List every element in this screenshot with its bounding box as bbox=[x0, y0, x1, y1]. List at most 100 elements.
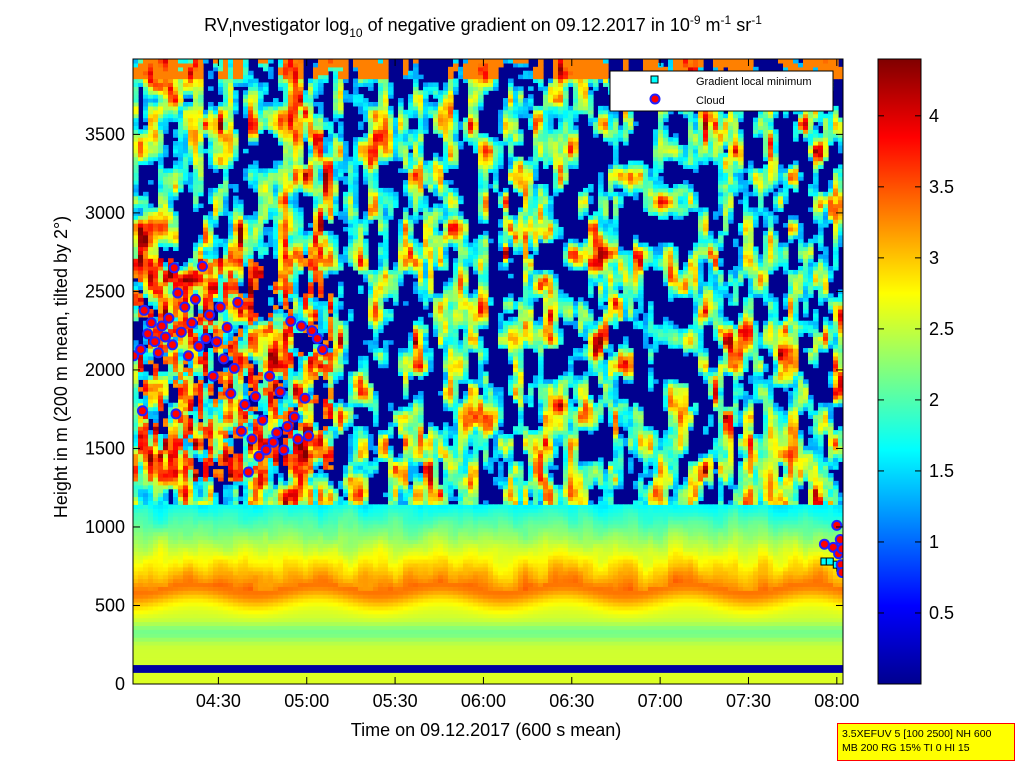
heatmap-cell bbox=[228, 617, 234, 623]
heatmap-cell bbox=[258, 625, 264, 630]
heatmap-cell bbox=[298, 363, 304, 369]
heatmap-cell bbox=[288, 449, 294, 455]
heatmap-cell bbox=[263, 613, 269, 619]
heatmap-cell bbox=[258, 359, 264, 365]
heatmap-cell bbox=[198, 648, 204, 654]
heatmap-cell bbox=[258, 668, 264, 673]
heatmap-cell bbox=[133, 680, 139, 684]
heatmap-cell bbox=[258, 375, 264, 380]
heatmap-cell bbox=[168, 78, 174, 84]
heatmap-cell bbox=[133, 66, 139, 72]
heatmap-cell bbox=[193, 285, 199, 291]
heatmap-cell bbox=[223, 258, 229, 263]
heatmap-cell bbox=[253, 273, 259, 279]
heatmap-cell bbox=[198, 125, 204, 130]
heatmap-cell bbox=[253, 598, 259, 603]
heatmap-cell bbox=[183, 621, 189, 627]
heatmap-cell bbox=[243, 508, 249, 513]
heatmap-cell bbox=[198, 332, 204, 337]
heatmap-cell bbox=[258, 644, 264, 650]
heatmap-cell bbox=[268, 328, 274, 334]
heatmap-cell bbox=[198, 578, 204, 584]
heatmap-cell bbox=[223, 172, 229, 177]
heatmap-cell bbox=[233, 250, 239, 255]
heatmap-cell bbox=[288, 430, 294, 435]
heatmap-cell bbox=[208, 445, 214, 451]
heatmap-cell bbox=[193, 418, 199, 423]
heatmap-cell bbox=[258, 336, 264, 341]
heatmap-cell bbox=[248, 504, 254, 509]
heatmap-cell bbox=[183, 180, 189, 185]
heatmap-cell bbox=[193, 547, 199, 552]
heatmap-cell bbox=[248, 230, 254, 236]
heatmap-cell bbox=[228, 254, 234, 259]
heatmap-cell bbox=[133, 238, 139, 244]
heatmap-cell bbox=[158, 238, 164, 244]
heatmap-cell bbox=[248, 457, 254, 462]
heatmap-cell bbox=[298, 664, 304, 669]
heatmap-cell bbox=[308, 402, 314, 408]
heatmap-cell bbox=[168, 633, 174, 638]
heatmap-cell bbox=[138, 461, 144, 466]
heatmap-cell bbox=[143, 648, 149, 654]
heatmap-cell bbox=[218, 398, 224, 404]
heatmap-cell bbox=[248, 180, 254, 185]
heatmap-cell bbox=[308, 133, 314, 138]
heatmap-cell bbox=[258, 406, 264, 412]
heatmap-cell bbox=[213, 543, 219, 548]
heatmap-cell bbox=[133, 668, 139, 673]
heatmap-cell bbox=[163, 461, 169, 466]
heatmap-cell bbox=[153, 258, 159, 263]
heatmap-cell bbox=[138, 199, 144, 205]
heatmap-cell bbox=[188, 328, 194, 334]
heatmap-cell bbox=[258, 348, 264, 353]
heatmap-cell bbox=[298, 648, 304, 654]
heatmap-cell bbox=[193, 207, 199, 212]
heatmap-cell bbox=[233, 637, 239, 642]
heatmap-cell bbox=[243, 355, 249, 361]
heatmap-cell bbox=[258, 508, 264, 513]
heatmap-cell bbox=[138, 144, 144, 150]
heatmap-cell bbox=[143, 207, 149, 212]
heatmap-cell bbox=[163, 191, 169, 197]
heatmap-cell bbox=[258, 476, 264, 482]
heatmap-cell bbox=[293, 676, 299, 681]
heatmap-cell bbox=[163, 281, 169, 287]
heatmap-cell bbox=[238, 555, 244, 560]
heatmap-cell bbox=[253, 582, 259, 587]
heatmap-cell bbox=[168, 437, 174, 443]
heatmap-cell bbox=[138, 312, 144, 318]
heatmap-cell bbox=[298, 551, 304, 556]
heatmap-cell bbox=[138, 652, 144, 658]
heatmap-cell bbox=[278, 601, 284, 607]
heatmap-cell bbox=[283, 680, 289, 684]
heatmap-cell bbox=[288, 402, 294, 408]
heatmap-cell bbox=[243, 101, 249, 107]
heatmap-cell bbox=[248, 289, 254, 294]
heatmap-cell bbox=[178, 664, 184, 669]
heatmap-cell bbox=[183, 371, 189, 377]
heatmap-cell bbox=[278, 332, 284, 337]
heatmap-cell bbox=[283, 70, 289, 76]
heatmap-cell bbox=[268, 301, 274, 306]
heatmap-cell bbox=[238, 637, 244, 642]
heatmap-cell bbox=[313, 594, 319, 599]
heatmap-cell bbox=[138, 516, 144, 521]
heatmap-cell bbox=[148, 262, 154, 267]
heatmap-cell bbox=[288, 394, 294, 400]
heatmap-cell bbox=[248, 551, 254, 556]
heatmap-cell bbox=[288, 105, 294, 111]
heatmap-cell bbox=[248, 363, 254, 369]
heatmap-cell bbox=[193, 449, 199, 455]
heatmap-cell bbox=[158, 570, 164, 576]
heatmap-cell bbox=[278, 668, 284, 673]
heatmap-cell bbox=[273, 539, 279, 544]
heatmap-cell bbox=[188, 309, 194, 314]
heatmap-cell bbox=[223, 375, 229, 380]
heatmap-cell bbox=[143, 555, 149, 560]
heatmap-cell bbox=[158, 574, 164, 580]
heatmap-cell bbox=[168, 59, 174, 64]
heatmap-cell bbox=[193, 98, 199, 103]
heatmap-cell bbox=[223, 66, 229, 72]
heatmap-cell bbox=[188, 465, 194, 470]
